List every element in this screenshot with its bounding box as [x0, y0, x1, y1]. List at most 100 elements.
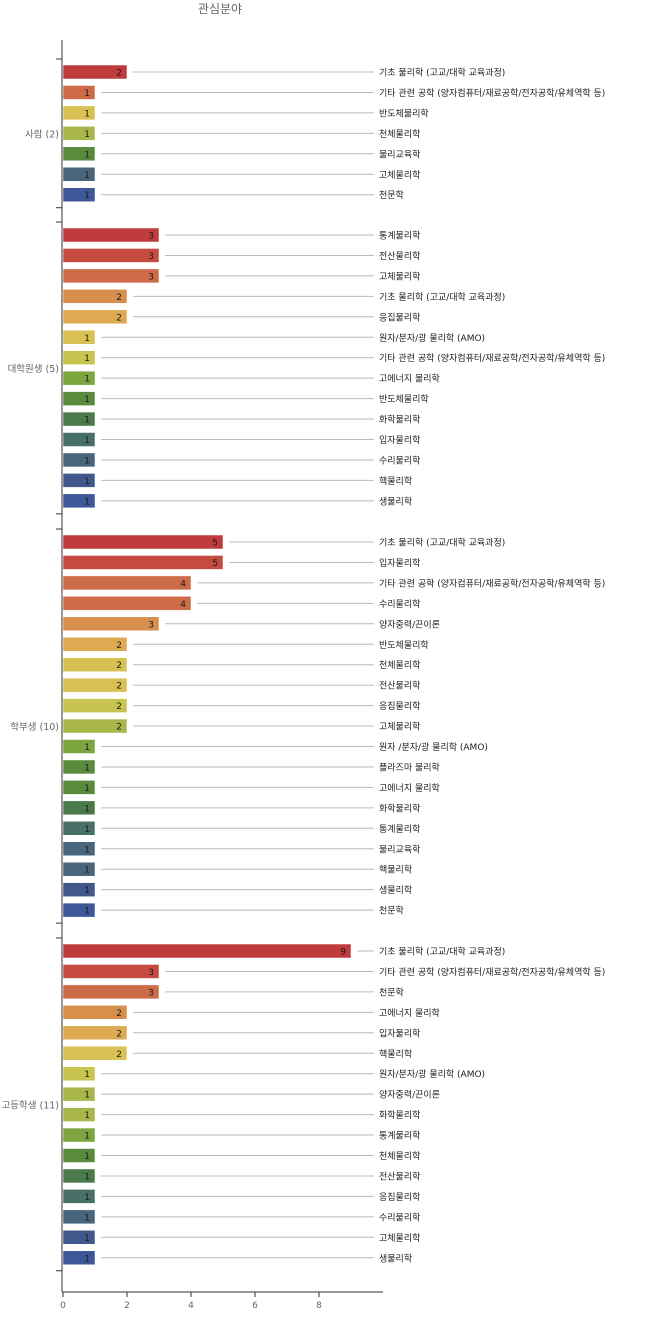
- bar-category-label: 고체물리학: [379, 1233, 420, 1244]
- bar: [62, 1005, 128, 1020]
- bar: [62, 370, 96, 386]
- bar-value-label: 1: [84, 886, 90, 896]
- bar: [62, 411, 96, 427]
- bar: [62, 248, 160, 263]
- bar-category-label: 수리물리학: [379, 599, 420, 610]
- bar-value-label: 1: [84, 497, 90, 507]
- bar: [62, 452, 96, 468]
- bar-value-label: 5: [212, 539, 218, 549]
- bar-category-label: 고에너지 물리학: [379, 783, 440, 794]
- bar-value-label: 2: [116, 313, 122, 323]
- bar-value-label: 2: [116, 682, 122, 692]
- bar-value-label: 3: [148, 620, 154, 630]
- bar-category-label: 전산물리학: [379, 1171, 420, 1182]
- bar: [62, 432, 96, 447]
- bar-category-label: 입자물리학: [379, 557, 420, 569]
- bar-value-label: 1: [84, 354, 90, 364]
- x-tick-label: 8: [316, 1301, 322, 1311]
- x-tick-label: 6: [252, 1301, 258, 1311]
- bar-category-label: 응집물리학: [379, 1191, 420, 1203]
- bar: [62, 1148, 96, 1163]
- bar-value-label: 1: [84, 334, 90, 344]
- bar: [62, 759, 96, 775]
- bar-value-label: 1: [84, 1234, 90, 1244]
- bar-value-label: 1: [84, 436, 90, 446]
- bar-category-label: 기타 관련 공학 (양자컴퓨터/재료공학/전자공학/유체역학 등): [379, 87, 605, 99]
- bar: [62, 657, 128, 672]
- bar: [62, 187, 96, 202]
- bar-category-label: 반도체물리학: [379, 640, 429, 651]
- bar-value-label: 1: [84, 456, 90, 466]
- bar-category-label: 입자물리학: [379, 1027, 420, 1039]
- chart-title: 관심분야: [197, 2, 243, 16]
- bar-category-label: 화학물리학: [379, 415, 420, 426]
- bar-value-label: 1: [84, 130, 90, 140]
- bar-category-label: 생물리학: [379, 1253, 412, 1264]
- bar-category-label: 수리물리학: [379, 455, 420, 466]
- bar: [62, 309, 128, 325]
- bar-value-label: 1: [84, 1111, 90, 1121]
- bar-value-label: 3: [148, 988, 154, 998]
- bar-category-label: 통계물리학: [379, 230, 420, 242]
- x-tick-label: 2: [124, 1301, 130, 1311]
- bar-value-label: 1: [84, 1254, 90, 1264]
- bar-value-label: 2: [116, 661, 122, 671]
- bar-category-label: 기초 물리학 (고교/대학 교육과정): [379, 68, 505, 79]
- bar-value-label: 1: [84, 1152, 90, 1162]
- bar-value-label: 1: [84, 1070, 90, 1080]
- bar-category-label: 핵물리학: [379, 475, 412, 487]
- bar-category-label: 양자중력/끈이론: [379, 618, 440, 630]
- bar-category-label: 고에너지 물리학: [379, 1008, 440, 1019]
- bar-category-label: 기타 관련 공학 (양자컴퓨터/재료공학/전자공학/유체역학 등): [379, 966, 605, 978]
- bar-category-label: 통계물리학: [379, 1130, 420, 1142]
- bar-value-label: 2: [116, 723, 122, 733]
- bar-value-label: 2: [116, 293, 122, 303]
- bar-category-label: 통계물리학: [379, 823, 420, 835]
- bar-category-label: 천문학: [379, 906, 404, 917]
- bar-category-label: 화학물리학: [379, 1110, 420, 1121]
- bar-category-label: 고체물리학: [379, 170, 420, 181]
- bar: [62, 1086, 96, 1102]
- bar: [62, 1127, 96, 1143]
- bar-value-label: 1: [84, 1132, 90, 1142]
- bar: [62, 616, 160, 632]
- bar-value-label: 1: [84, 395, 90, 405]
- bar: [62, 473, 96, 488]
- bar: [62, 227, 160, 243]
- bar-value-label: 1: [84, 1193, 90, 1203]
- bar: [62, 821, 96, 836]
- bar-value-label: 2: [116, 641, 122, 651]
- bar-value-label: 5: [212, 559, 218, 569]
- bar: [62, 596, 192, 611]
- bar: [62, 984, 160, 1000]
- bar-category-label: 핵물리학: [379, 864, 412, 876]
- bar: [62, 289, 128, 304]
- bar: [62, 534, 224, 550]
- bar: [62, 330, 96, 345]
- bar-value-label: 9: [340, 948, 346, 958]
- bar: [62, 964, 160, 979]
- bar-category-label: 생물리학: [379, 496, 412, 507]
- bar: [62, 1025, 128, 1041]
- bar: [62, 882, 96, 897]
- bar-category-label: 플라즈마 물리학: [379, 762, 440, 773]
- bar-category-label: 기초 물리학 (고교/대학 교육과정): [379, 538, 505, 549]
- bar: [62, 64, 128, 80]
- bar-category-label: 천문학: [379, 987, 404, 998]
- bar: [62, 268, 160, 284]
- bar-value-label: 1: [84, 907, 90, 917]
- bar-category-label: 물리교육학: [379, 844, 420, 855]
- bar-value-label: 1: [84, 845, 90, 855]
- bar-value-label: 1: [84, 171, 90, 181]
- bar: [62, 555, 224, 570]
- bar-category-label: 원자/분자/광 물리학 (AMO): [379, 332, 485, 344]
- group-label: 고등학생 (11): [2, 1100, 59, 1111]
- group-label: 사람 (2): [25, 128, 59, 140]
- bar: [62, 780, 96, 795]
- bar-value-label: 1: [84, 763, 90, 773]
- bar-value-label: 2: [116, 1050, 122, 1060]
- bar-value-label: 1: [84, 1172, 90, 1182]
- bar-value-label: 2: [116, 702, 122, 712]
- bar-value-label: 1: [84, 784, 90, 794]
